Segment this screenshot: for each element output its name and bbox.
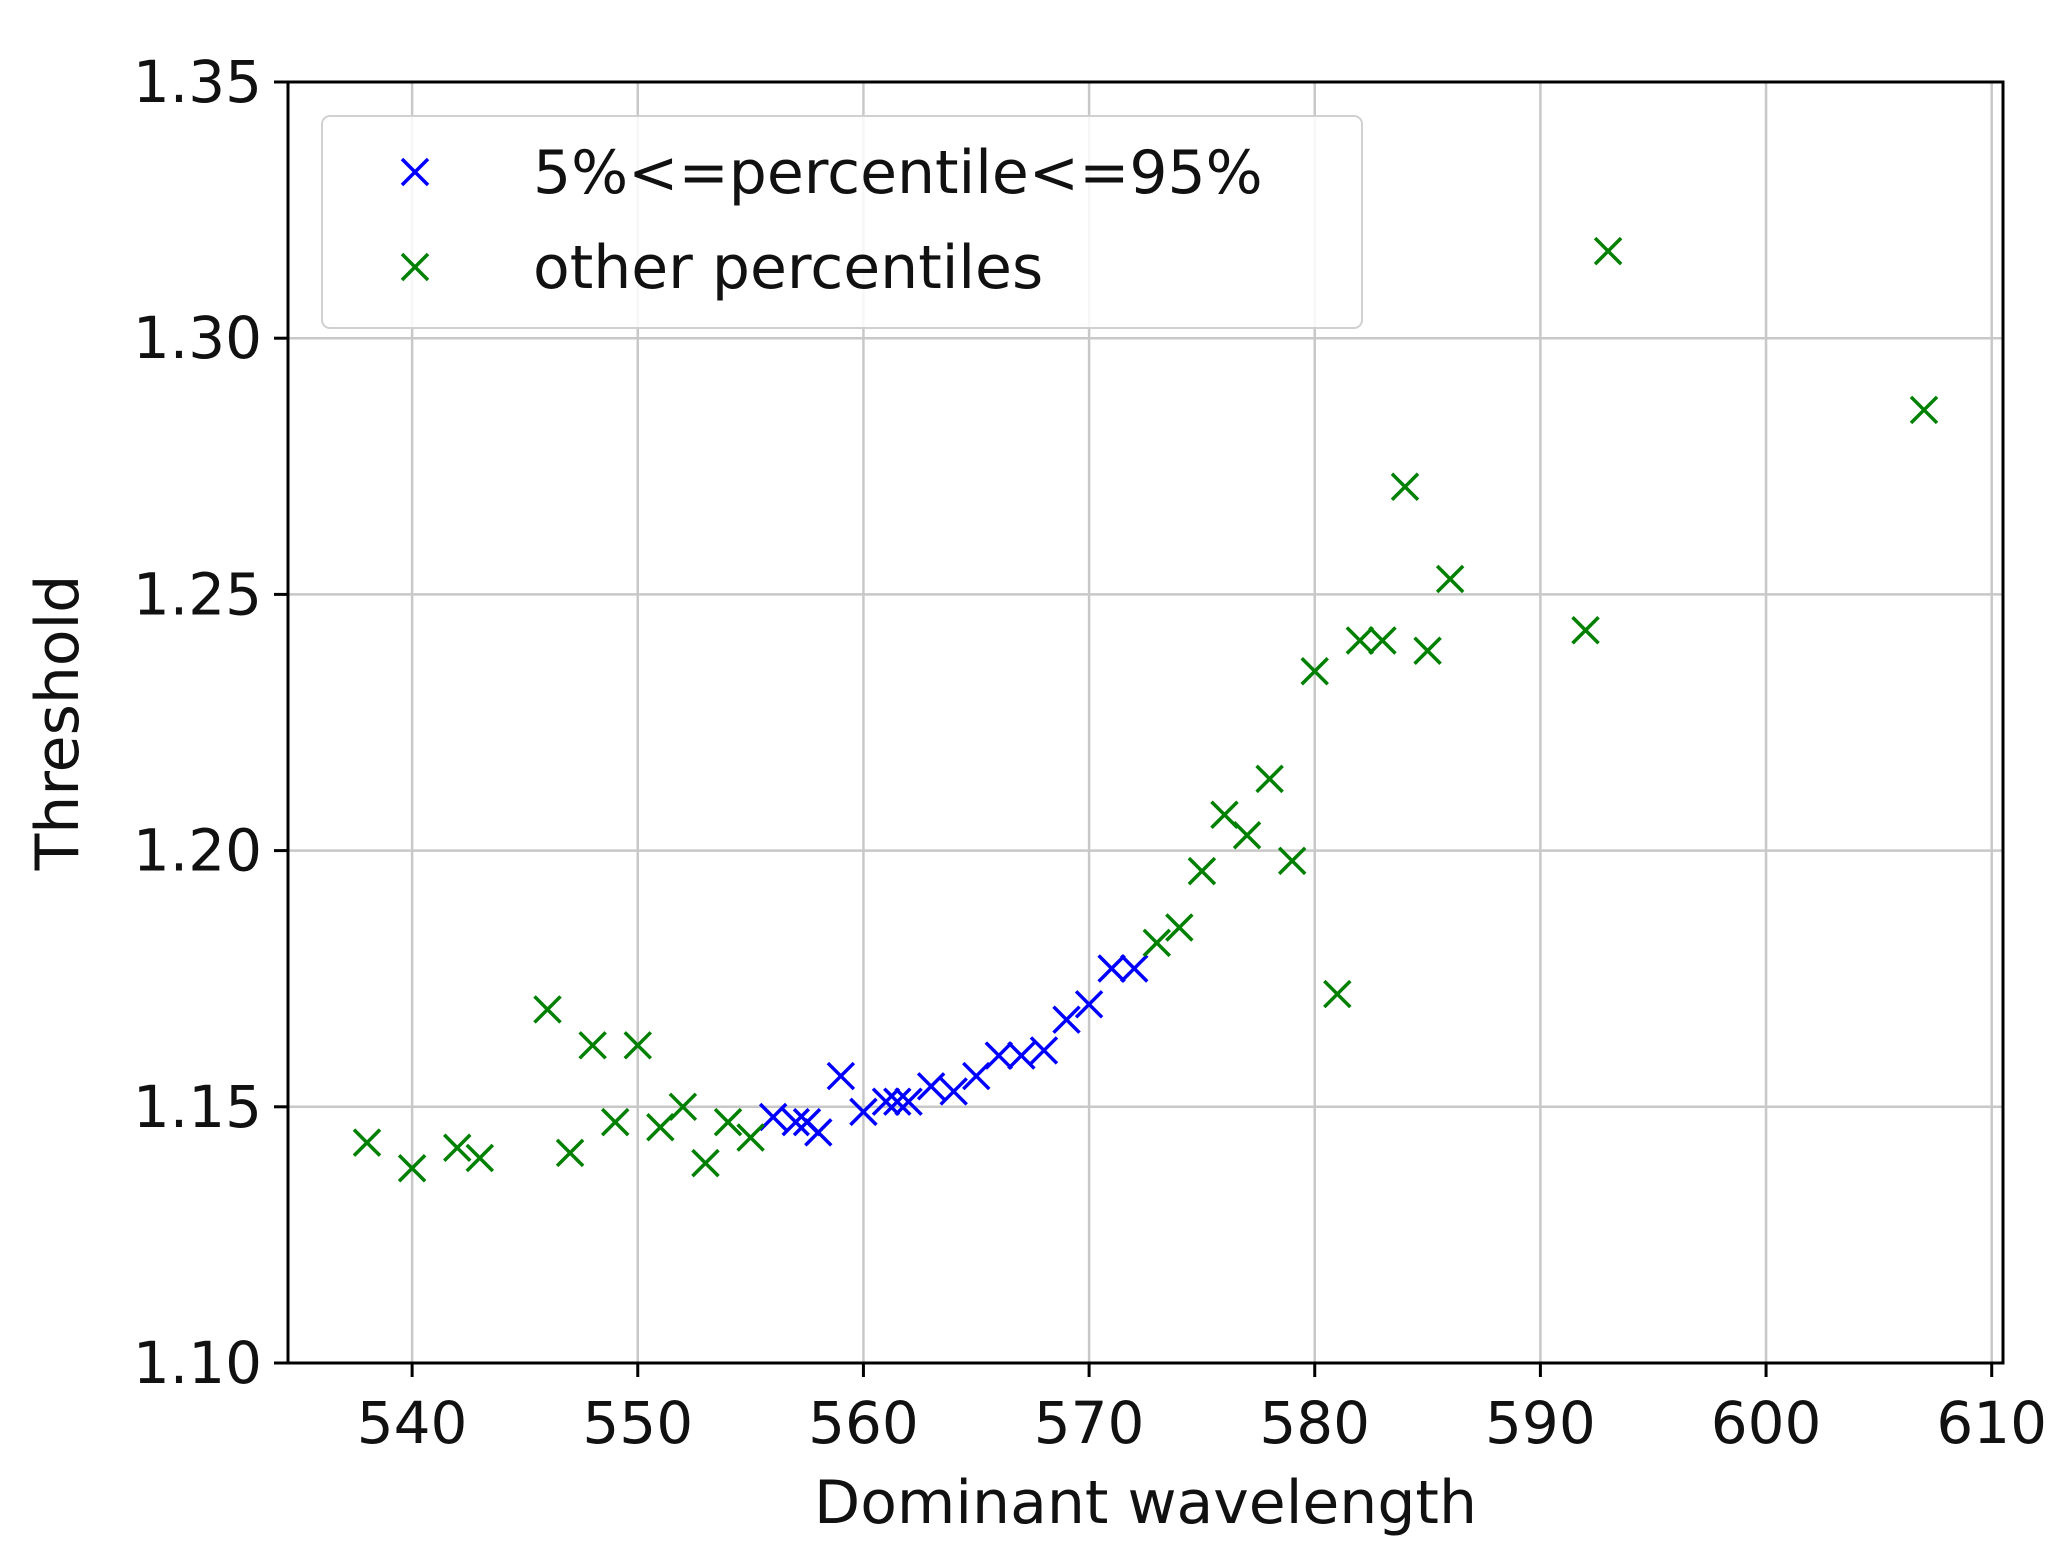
data-point [1323,979,1352,1009]
data-point [600,1107,630,1137]
data-point [1345,626,1375,655]
data-point [1007,1041,1036,1070]
data-point [1571,616,1600,645]
data-point [849,1097,878,1127]
data-point [894,1087,923,1116]
data-point [691,1148,720,1178]
data-point [533,995,562,1024]
data-point [939,1077,968,1106]
data-point [578,1031,607,1060]
data-point [916,1072,946,1101]
data-point [1909,395,1939,425]
data-point [1277,846,1307,876]
data-point [1232,820,1262,850]
legend-marker-cross [400,157,430,187]
legend-box [321,115,1363,329]
x-tick-label: 600 [1711,1389,1822,1457]
data-point [984,1041,1014,1070]
y-tick-label: 1.15 [133,1073,262,1141]
data-point [1165,913,1194,942]
data-point [465,1143,495,1173]
x-tick-label: 570 [1034,1389,1145,1457]
plot-frame [286,80,2005,1365]
data-point [443,1133,472,1163]
data-point [713,1107,743,1137]
y-tick-label: 1.10 [133,1329,262,1397]
y-tick-label: 1.35 [133,48,262,116]
data-point [736,1123,765,1152]
legend-marker-cross [400,252,430,282]
data-point [1390,472,1420,502]
series-other [352,236,1939,1183]
y-axis-ticks: 1.10 1.15 1.20 1.25 1.30 1.35 [133,48,288,1397]
data-point [871,1087,901,1116]
x-tick-label: 550 [582,1389,693,1457]
data-point [826,1061,856,1091]
y-tick-label: 1.25 [133,560,262,628]
series-in-range [758,954,1149,1147]
data-point [352,1128,382,1157]
data-points [352,236,1939,1183]
data-point [1368,626,1397,655]
data-point [1052,1005,1081,1034]
legend-marker-other [400,252,430,282]
data-point [1593,236,1623,266]
legend-label-other: other percentiles [533,233,1043,303]
x-tick-label: 540 [357,1389,468,1457]
x-tick-label: 580 [1259,1389,1370,1457]
data-point [781,1107,810,1137]
data-point [555,1138,585,1168]
x-tick-label: 590 [1485,1389,1596,1457]
x-axis-label: Dominant wavelength [814,1468,1477,1538]
data-point [1097,954,1126,983]
legend: 5%<=percentile<=95% other percentiles [321,115,1363,329]
data-point [1255,764,1284,794]
x-tick-label: 560 [808,1389,919,1457]
data-point [804,1118,833,1147]
data-point [668,1092,698,1122]
data-point [1119,954,1149,983]
data-point [1029,1036,1059,1065]
data-point [1187,856,1217,886]
y-axis-label: Threshold [23,575,93,872]
data-point [883,1087,912,1116]
data-point [1142,928,1172,958]
x-axis-ticks: 540 550 560 570 580 590 600 610 [357,1363,2047,1457]
legend-label-in-range: 5%<=percentile<=95% [533,138,1263,208]
data-point [1413,636,1442,666]
data-point [1300,657,1329,686]
y-tick-label: 1.30 [133,304,262,372]
data-point [1074,990,1104,1019]
data-point [1435,564,1465,594]
legend-marker-in-range [400,157,430,187]
y-tick-label: 1.20 [133,817,262,885]
data-point [623,1031,653,1060]
data-point [397,1154,427,1183]
x-tick-label: 610 [1936,1389,2047,1457]
